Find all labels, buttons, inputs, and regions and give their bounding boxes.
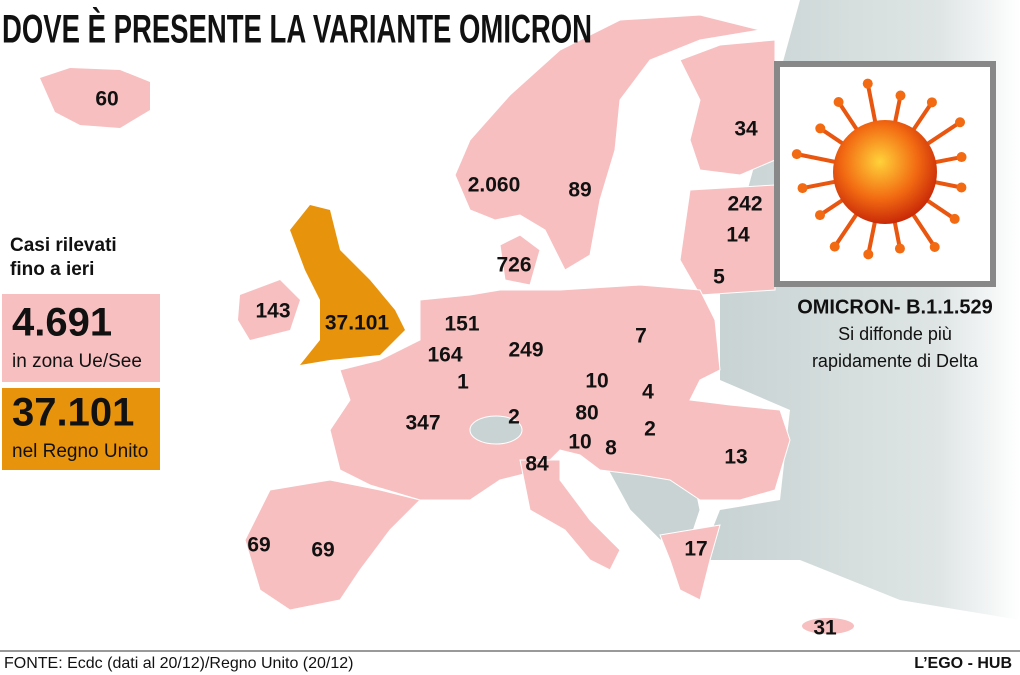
iberia [244, 479, 421, 611]
greece [659, 524, 721, 601]
country-count: 151 [444, 313, 479, 336]
denmark [499, 234, 541, 286]
country-count: 89 [568, 179, 591, 202]
finland [679, 39, 776, 176]
uk-label: nel Regno Unito [12, 441, 148, 462]
baltics [679, 184, 776, 296]
continental-europe [329, 284, 791, 501]
country-count: 4 [642, 381, 654, 404]
eu-value: 4.691 [12, 301, 112, 345]
country-count: 34 [734, 118, 758, 141]
country-count: 164 [427, 344, 462, 367]
country-count: 726 [496, 254, 531, 277]
country-count: 13 [724, 446, 747, 469]
country-count: 7 [635, 325, 647, 348]
ireland [238, 280, 300, 340]
virus-image [774, 61, 996, 287]
eu-label: in zona Ue/See [12, 351, 142, 372]
country-count: 17 [684, 538, 707, 561]
country-count: 2.060 [468, 174, 521, 197]
source: FONTE: Ecdc (dati al 20/12)/Regno Unito … [4, 655, 354, 672]
italy [519, 459, 621, 571]
country-count: 1 [457, 371, 469, 394]
country-count: 14 [726, 224, 750, 247]
country-count: 2 [508, 406, 520, 429]
cyprus [802, 618, 854, 634]
virus-title: OMICRON- B.1.1.529 [797, 296, 993, 318]
virus-caption: rapidamente di Delta [812, 351, 979, 371]
eu-box [2, 294, 160, 382]
country-count: 84 [525, 453, 549, 476]
uk-box [2, 388, 160, 470]
country-count: 80 [575, 402, 598, 425]
country-count: 249 [508, 339, 543, 362]
title: DOVE È PRESENTE LA VARIANTE OMICRON [2, 7, 592, 52]
virus-caption: Si diffonde più [838, 324, 952, 344]
country-count: 2 [644, 418, 656, 441]
country-count: 242 [727, 193, 762, 216]
summary-label: Casi rilevati [10, 235, 117, 256]
country-count: 69 [311, 539, 334, 562]
country-count: 31 [813, 617, 837, 640]
country-count: 69 [247, 534, 270, 557]
united-kingdom [290, 205, 405, 365]
country-count: 10 [568, 431, 591, 454]
country-count: 143 [255, 300, 290, 323]
iceland [40, 68, 150, 128]
scandinavia [454, 14, 761, 271]
uk-value: 37.101 [12, 391, 134, 435]
country-count: 37.101 [325, 312, 390, 335]
switzerland [469, 415, 523, 445]
summary-label: fino a ieri [10, 259, 94, 280]
country-count: 60 [95, 88, 118, 111]
brand: L’EGO - HUB [914, 655, 1012, 672]
country-count: 347 [405, 412, 440, 435]
country-count: 8 [605, 437, 617, 460]
country-count: 5 [713, 266, 725, 289]
country-count: 10 [585, 370, 608, 393]
